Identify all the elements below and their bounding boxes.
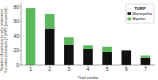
bar-segment bbox=[45, 14, 55, 29]
bar-segment bbox=[141, 56, 151, 58]
x-tick-label: 4 bbox=[87, 66, 90, 72]
x-axis-label: Trial centre bbox=[78, 75, 99, 80]
bar-segment bbox=[26, 8, 36, 65]
y-tick bbox=[20, 21, 22, 22]
chart: 0 20 40 60 80 1 2 3 4 5 6 7 Trial centre Number of pa… bbox=[0, 0, 158, 80]
y-tick bbox=[20, 6, 22, 7]
bar-segment bbox=[64, 37, 74, 44]
bar-segment bbox=[102, 52, 112, 65]
y-tick bbox=[20, 35, 22, 36]
legend-swatch bbox=[127, 12, 131, 15]
y-tick-label: 60 bbox=[13, 18, 19, 24]
legend-frame bbox=[126, 4, 154, 23]
bar-segment bbox=[122, 50, 132, 65]
x-tick-label: 6 bbox=[125, 66, 128, 72]
bar-segment bbox=[64, 45, 74, 65]
bar-segment bbox=[102, 47, 112, 52]
legend: TURPMonopolarBipolar bbox=[126, 4, 154, 23]
y-axis-line bbox=[21, 3, 22, 65]
y-axis-label: Number of participants who underwentthe … bbox=[0, 8, 8, 73]
y-axis-label-line: the index procedure (TURP) (consented) bbox=[4, 8, 8, 73]
bar-segment bbox=[122, 50, 132, 51]
bar-segment bbox=[83, 49, 93, 65]
y-tick-label: 20 bbox=[13, 47, 19, 53]
y-tick bbox=[20, 50, 22, 51]
y-tick-label: 0 bbox=[16, 62, 19, 68]
x-tick-label: 1 bbox=[29, 66, 32, 72]
x-tick-label: 3 bbox=[67, 66, 70, 72]
legend-title: TURP bbox=[134, 6, 146, 11]
x-tick-label: 2 bbox=[48, 66, 51, 72]
x-tick-label: 7 bbox=[144, 66, 147, 72]
y-tick-label: 40 bbox=[13, 33, 19, 39]
y-tick bbox=[20, 65, 22, 66]
bar-segment bbox=[83, 45, 93, 49]
y-tick-label: 80 bbox=[13, 4, 19, 10]
x-tick-label: 5 bbox=[106, 66, 109, 72]
legend-label: Monopolar bbox=[132, 11, 153, 16]
legend-swatch bbox=[127, 18, 131, 21]
bar-segment bbox=[141, 58, 151, 65]
bar-segment bbox=[45, 29, 55, 65]
bars bbox=[26, 8, 150, 65]
legend-label: Bipolar bbox=[132, 16, 146, 21]
